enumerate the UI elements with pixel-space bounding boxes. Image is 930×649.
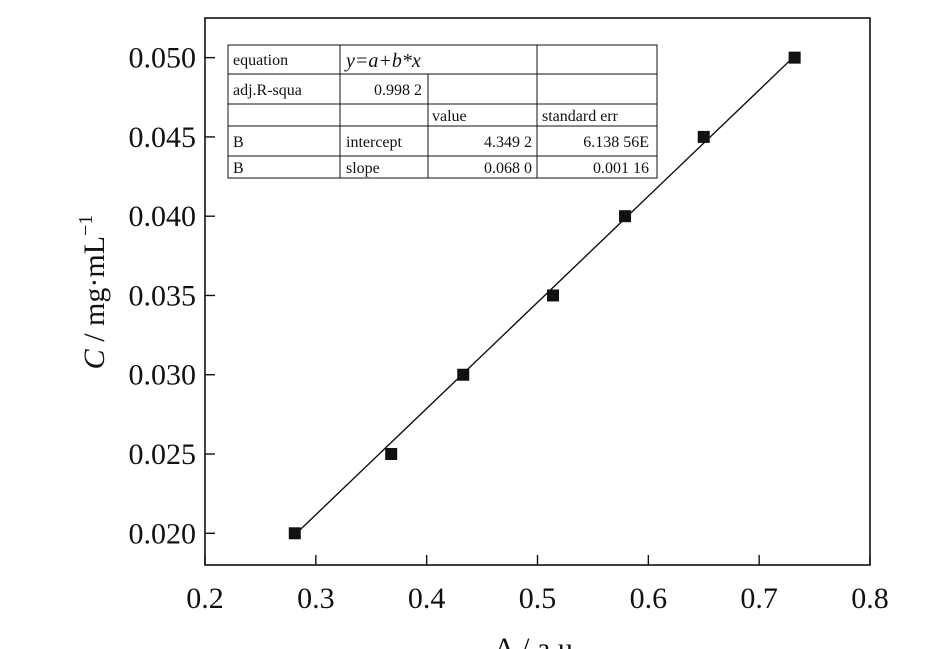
- y-axis-title: C / mg·mL−1: [75, 215, 111, 370]
- table-cell: 0.001 16: [593, 160, 649, 177]
- data-point: [547, 289, 560, 302]
- table-cell: adj.R-squa: [233, 82, 302, 99]
- fit-statistics-table: equation y=a+b*x adj.R-squa 0.998 2 value sta…: [227, 44, 658, 179]
- x-axis-ticks: 0.2 0.3 0.4 0.5 0.6 0.7 0.8: [186, 555, 889, 615]
- fit-line: [294, 55, 796, 536]
- y-tick-label: 0.020: [129, 517, 197, 550]
- y-tick-label: 0.025: [129, 438, 197, 471]
- x-tick-label: 0.7: [740, 582, 778, 615]
- y-tick-label: 0.050: [129, 42, 197, 75]
- x-tick-label: 0.8: [851, 582, 889, 615]
- x-tick-label: 0.6: [630, 582, 668, 615]
- table-cell: y=a+b*x: [344, 50, 421, 72]
- y-tick-label: 0.030: [129, 359, 197, 392]
- x-axis-title: A / a.u.: [494, 632, 581, 649]
- table-cell: B: [233, 134, 244, 151]
- data-point: [457, 368, 470, 381]
- data-point: [385, 448, 398, 461]
- table-cell: value: [432, 108, 467, 125]
- table-cell: 0.068 0: [484, 160, 532, 177]
- x-tick-label: 0.4: [408, 582, 446, 615]
- table-cell: intercept: [346, 134, 403, 151]
- y-tick-label: 0.045: [129, 121, 197, 154]
- x-tick-label: 0.3: [297, 582, 335, 615]
- x-tick-label: 0.5: [519, 582, 557, 615]
- data-point: [697, 130, 710, 143]
- table-cell: 6.138 56E: [583, 134, 649, 151]
- table-cell: B: [233, 160, 244, 177]
- y-axis-ticks: 0.020 0.025 0.030 0.035 0.040 0.045 0.050: [129, 42, 215, 550]
- y-axis-title-unit: / mg·mL: [78, 236, 111, 349]
- table-cell: slope: [346, 160, 380, 177]
- y-axis-title-symbol: C: [78, 348, 111, 369]
- table-cell: equation: [233, 52, 288, 69]
- table-cell: standard err: [542, 108, 619, 125]
- table-cell: 0.998 2: [374, 82, 422, 99]
- y-tick-label: 0.035: [129, 279, 197, 312]
- data-point: [619, 210, 632, 223]
- y-axis-title-exponent: −1: [75, 215, 97, 236]
- y-tick-label: 0.040: [129, 200, 197, 233]
- x-tick-label: 0.2: [186, 582, 224, 615]
- data-point: [288, 527, 301, 540]
- data-point: [788, 51, 801, 64]
- data-points: [288, 51, 801, 540]
- table-cell: 4.349 2: [484, 134, 532, 151]
